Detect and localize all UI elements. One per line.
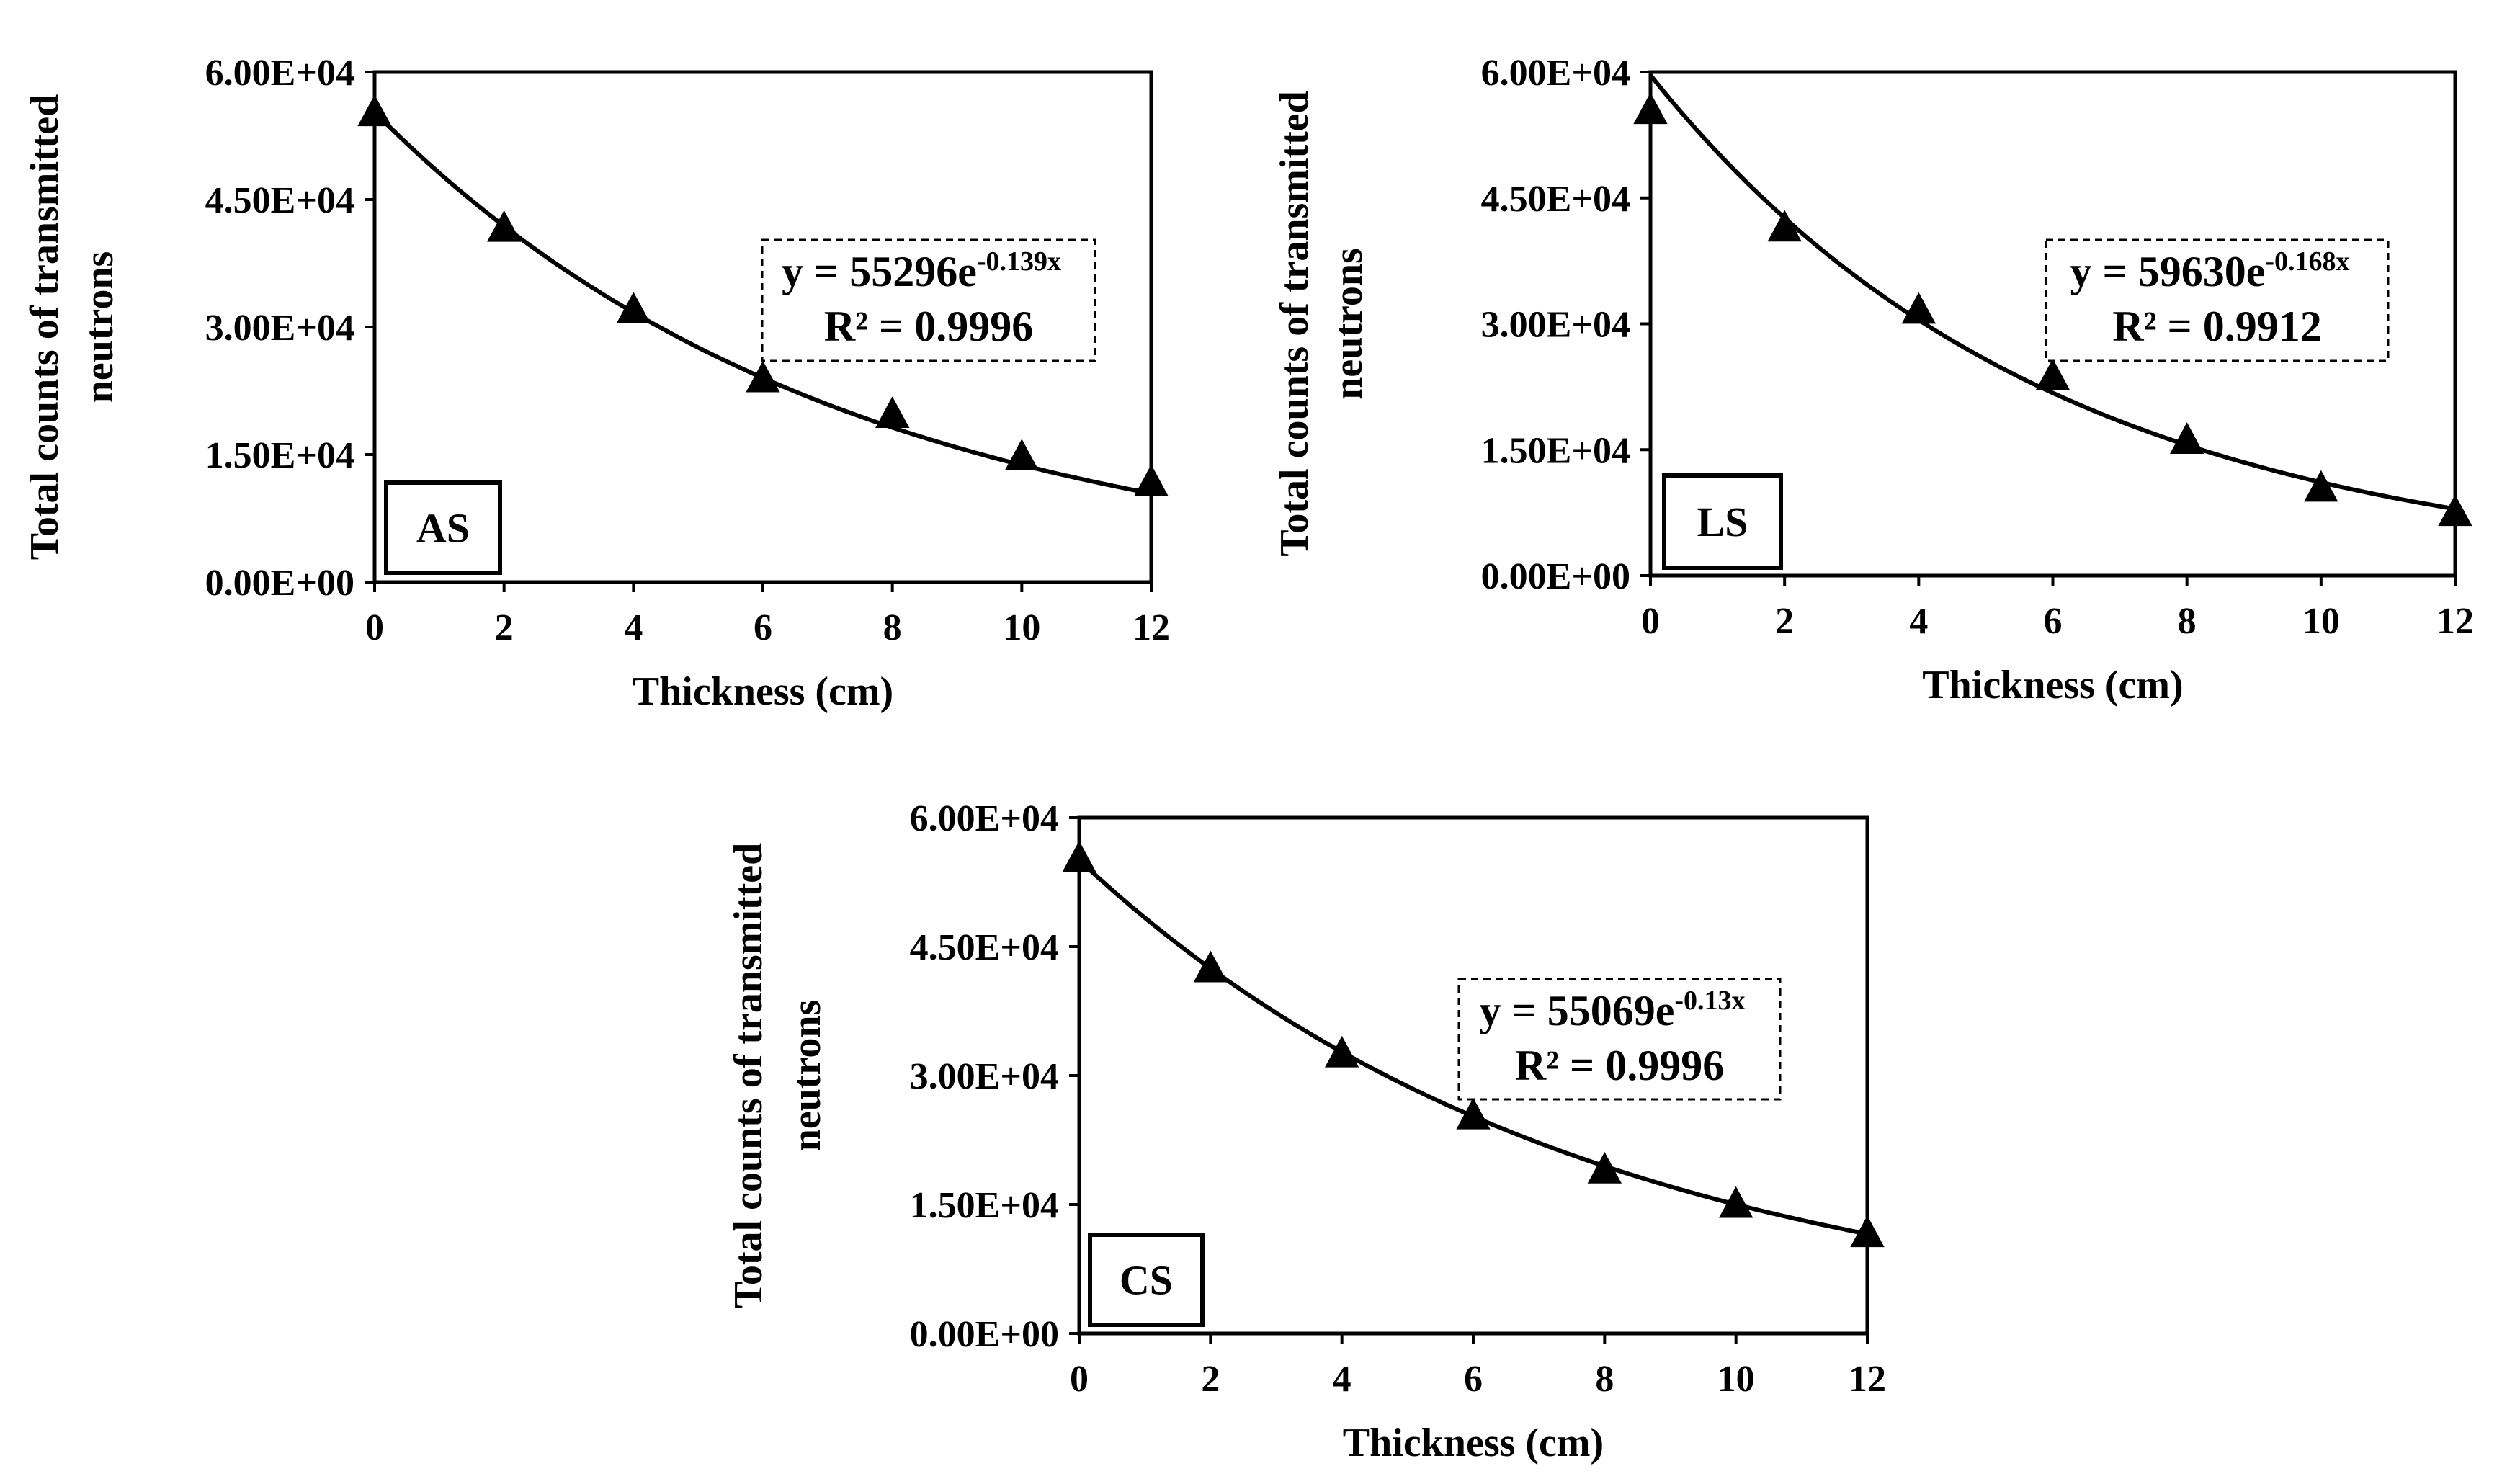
fit-equation: y = 55069e-0.13x [1480, 985, 1746, 1034]
y-tick-label: 4.50E+04 [910, 927, 1059, 968]
data-point [1004, 439, 1040, 471]
y-tick-label: 0.00E+00 [1481, 556, 1630, 597]
data-point [1456, 1097, 1491, 1130]
x-tick-label: 8 [2178, 601, 2197, 642]
y-axis-title-line2: neutrons [77, 251, 122, 403]
x-tick-label: 0 [1070, 1359, 1089, 1400]
chart-panel-ls: 0.00E+00 1.50E+04 3.00E+04 4.50E+04 6.00E+04… [1272, 53, 2474, 707]
data-point [1587, 1151, 1622, 1184]
x-tick-label: 4 [624, 607, 643, 648]
sample-tag: LS [1697, 499, 1748, 545]
data-point [616, 292, 651, 323]
data-point [2169, 422, 2204, 454]
y-tick-label: 0.00E+00 [205, 563, 354, 604]
sample-tag: AS [416, 505, 470, 552]
equation-box [761, 238, 1096, 362]
data-point [1718, 1186, 1753, 1218]
x-tick-label: 2 [1201, 1359, 1220, 1400]
equation-box [1457, 978, 1782, 1101]
data-point [875, 396, 910, 429]
x-tick-label: 0 [1641, 601, 1660, 642]
x-tick-label: 10 [1003, 607, 1040, 648]
y-tick-label: 3.00E+04 [910, 1056, 1059, 1097]
fit-equation-base: y = 55069e [1480, 987, 1675, 1034]
data-point [1134, 464, 1169, 496]
data-point [1901, 292, 1936, 324]
y-axis-title-line2: neutrons [785, 1000, 829, 1152]
y-tick-label: 6.00E+04 [205, 53, 354, 94]
x-tick-label: 10 [1717, 1359, 1755, 1400]
r-squared: R² = 0.9996 [824, 303, 1034, 350]
y-tick-label: 1.50E+04 [1481, 430, 1630, 471]
data-point [1633, 92, 1668, 125]
data-point [2438, 494, 2472, 527]
chart-panel-as: 0.00E+00 1.50E+04 3.00E+04 4.50E+04 6.00E+04… [22, 53, 1170, 714]
r-squared: R² = 0.9996 [1515, 1042, 1725, 1089]
data-point [357, 94, 392, 127]
fit-equation-base: y = 59630e [2070, 248, 2266, 295]
r-squared: R² = 0.9912 [2112, 303, 2322, 350]
x-tick-label: 4 [1333, 1359, 1351, 1400]
x-tick-label: 6 [754, 607, 772, 648]
data-point [1850, 1215, 1885, 1248]
y-tick-label: 6.00E+04 [910, 798, 1059, 839]
equation-box [2045, 238, 2390, 362]
x-tick-label: 12 [1849, 1359, 1886, 1400]
x-tick-label: 8 [1595, 1359, 1614, 1400]
x-tick-label: 6 [2044, 601, 2063, 642]
y-axis-title-line1: Total counts of transmitted [1272, 91, 1317, 557]
y-tick-label: 4.50E+04 [205, 180, 354, 221]
x-tick-label: 10 [2302, 601, 2340, 642]
y-tick-label: 3.00E+04 [1481, 305, 1630, 346]
y-axis-title-line1: Total counts of transmitted [726, 843, 771, 1309]
data-point [486, 210, 522, 242]
x-tick-label: 12 [1132, 607, 1170, 648]
sample-tag: CS [1120, 1257, 1173, 1304]
y-tick-label: 1.50E+04 [205, 435, 354, 476]
x-tick-label: 12 [2436, 601, 2474, 642]
x-tick-label: 2 [1775, 601, 1794, 642]
y-axis-title-line1: Total counts of transmitted [22, 94, 67, 560]
x-axis-title: Thickness (cm) [633, 669, 893, 714]
fit-equation-base: y = 55296e [782, 248, 977, 295]
x-tick-label: 6 [1464, 1359, 1483, 1400]
sample-tag-box [1662, 473, 1783, 570]
x-tick-label: 0 [365, 607, 384, 648]
data-point [1193, 950, 1228, 983]
fit-equation-exponent: -0.168x [2265, 246, 2349, 277]
fit-equation: y = 59630e-0.168x [2070, 246, 2350, 295]
data-point [1767, 210, 1802, 242]
sample-tag-box [1088, 1233, 1205, 1327]
x-tick-label: 4 [1909, 601, 1928, 642]
y-tick-label: 1.50E+04 [910, 1185, 1059, 1226]
y-tick-label: 4.50E+04 [1481, 179, 1630, 220]
fit-equation-exponent: -0.13x [1674, 985, 1745, 1016]
chart-panel-cs: 0.00E+00 1.50E+04 3.00E+04 4.50E+04 6.00E+04… [726, 798, 1886, 1465]
x-tick-label: 8 [883, 607, 902, 648]
x-axis-title: Thickness (cm) [1343, 1421, 1604, 1465]
data-point [1324, 1035, 1359, 1068]
y-tick-label: 0.00E+00 [910, 1314, 1059, 1355]
data-point [1062, 840, 1096, 872]
fit-equation: y = 55296e-0.139x [782, 246, 1061, 295]
data-point [746, 360, 780, 393]
sample-tag-box [384, 480, 502, 575]
x-axis-title: Thickness (cm) [1922, 663, 2183, 707]
y-axis-title-line2: neutrons [1326, 248, 1371, 400]
data-point [2035, 358, 2070, 390]
y-tick-label: 3.00E+04 [205, 308, 354, 349]
y-tick-label: 6.00E+04 [1481, 53, 1630, 94]
fit-equation-exponent: -0.139x [977, 246, 1061, 277]
x-tick-label: 2 [495, 607, 514, 648]
data-point [2304, 470, 2338, 502]
